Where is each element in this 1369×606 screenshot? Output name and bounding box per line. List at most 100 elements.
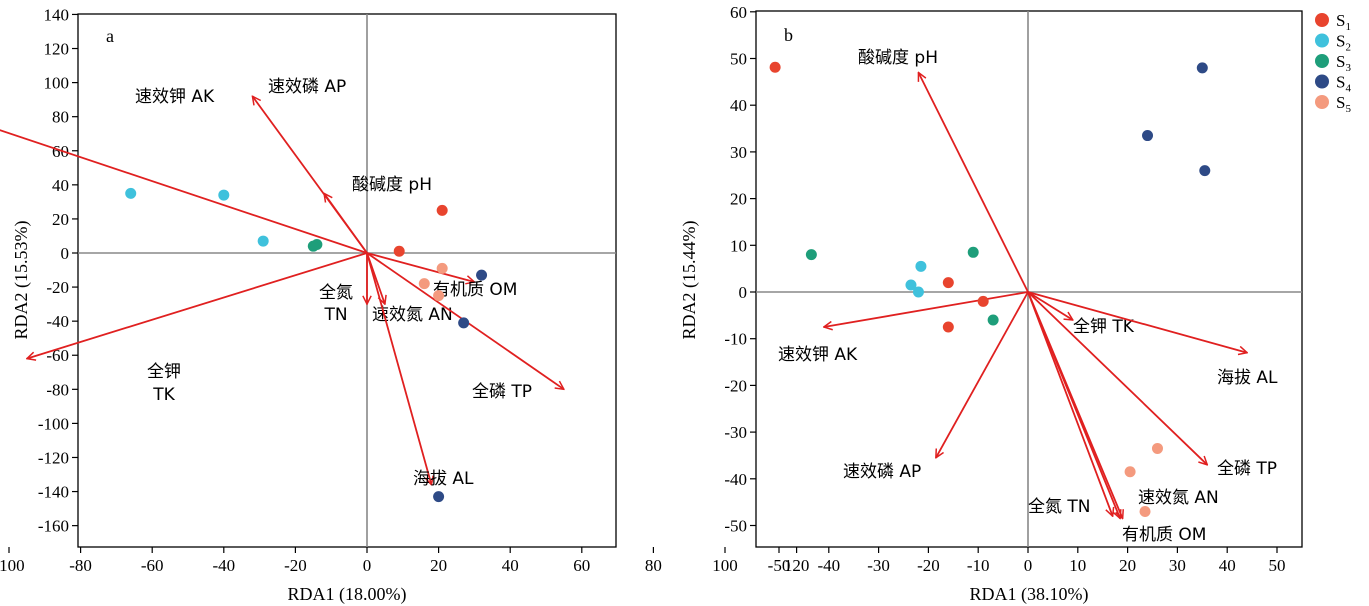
data-point-s3: [967, 246, 979, 258]
vector-label: 有机质 OM: [1122, 525, 1206, 545]
vector-arrow: [366, 252, 431, 485]
vector-arrow: [1027, 291, 1113, 516]
y-tick-label: 30: [730, 143, 747, 162]
vector-arrow: [824, 291, 1029, 327]
data-point-s4: [476, 269, 488, 281]
data-point-s3: [307, 240, 319, 252]
data-point-s5: [1151, 442, 1163, 454]
y-tick-label: -100: [38, 414, 69, 433]
data-point-s2: [125, 187, 137, 199]
panel-b: -50 -40 -30 -20 -10 0 10 20 30 40 50 -50 -40 -30 -20 -1…: [679, 3, 1303, 605]
legend-marker-s2: [1315, 33, 1329, 48]
x-tick-label: -20: [284, 556, 307, 575]
panel-a-ylabel: RDA2 (15.53%): [11, 221, 32, 340]
vector-arrow: [366, 252, 474, 282]
y-tick-label: 0: [739, 283, 748, 302]
x-tick-label: 100: [712, 556, 738, 575]
y-tick-label: 10: [730, 236, 747, 255]
x-tick-label: -50: [768, 556, 791, 575]
vector-arrow: [27, 252, 368, 359]
data-point-s4: [1199, 165, 1211, 177]
legend-marker-s5: [1315, 95, 1329, 109]
data-point-s4: [1142, 130, 1154, 142]
panel-a-frame: [77, 13, 617, 548]
data-point-s2: [912, 286, 924, 298]
y-tick-label: -40: [724, 470, 747, 489]
data-point-s2: [905, 279, 917, 291]
y-tick-label: 0: [61, 244, 70, 263]
legend-label: S1: [1336, 11, 1351, 33]
x-tick-label: 60: [573, 556, 590, 575]
x-tick-label: -30: [867, 556, 890, 575]
y-tick-label: -50: [724, 517, 747, 536]
legend-label: S3: [1336, 52, 1351, 74]
x-tick-label: 0: [363, 556, 372, 575]
y-tick-label: -160: [38, 517, 69, 536]
y-tick-label: 140: [44, 5, 70, 24]
data-point-s5: [1139, 505, 1151, 517]
vector-arrow: [1027, 291, 1247, 353]
vector-label: TN: [323, 305, 347, 325]
legend-label: S2: [1336, 32, 1351, 54]
y-tick-label: -80: [46, 380, 69, 399]
data-point-s1: [977, 295, 989, 307]
data-point-s5: [433, 290, 445, 302]
panel-b-points: [805, 62, 1211, 517]
vector-label: 速效磷 AP: [843, 462, 921, 482]
x-tick-label: -40: [212, 556, 235, 575]
y-tick-label: 40: [730, 96, 747, 115]
vector-arrow: [1027, 291, 1073, 320]
x-tick-label: 80: [645, 556, 662, 575]
data-point-s4: [458, 317, 470, 329]
y-tick-label: -20: [724, 376, 747, 395]
y-tick-label: 20: [52, 210, 69, 229]
y-tick-label: -140: [38, 483, 69, 502]
vector-label: 速效氮 AN: [372, 305, 453, 325]
data-point-s3: [987, 314, 999, 326]
panel-a-xlabel: RDA1 (18.00%): [288, 584, 407, 605]
y-tick-label: -20: [46, 278, 69, 297]
y-tick-label: 120: [44, 40, 70, 59]
panel-b-frame: [755, 10, 1303, 548]
vector-label: 海拔 AL: [413, 469, 474, 489]
data-point-s1: [769, 61, 781, 73]
panel-b-ylabel: RDA2 (15.44%): [679, 221, 700, 340]
legend-label: S4: [1336, 73, 1351, 95]
vector-arrow: [324, 193, 368, 254]
vector-arrow: [1027, 291, 1123, 518]
x-tick-label: -20: [917, 556, 940, 575]
x-tick-label: 20: [430, 556, 447, 575]
panel-a-points: [125, 61, 781, 503]
data-point-s2: [218, 189, 230, 201]
panel-a-ticks: -140-120-100-80-60-40-20020406080100120-…: [0, 5, 809, 575]
data-point-s5: [418, 278, 430, 290]
panel-b-xlabel: RDA1 (38.10%): [970, 584, 1089, 605]
x-tick-label: -10: [967, 556, 990, 575]
x-tick-label: -40: [817, 556, 840, 575]
data-point-s5: [1124, 466, 1136, 478]
x-tick-label: -100: [0, 556, 25, 575]
data-point-s1: [436, 204, 448, 216]
y-tick-label: 40: [52, 176, 69, 195]
x-tick-label: 120: [784, 556, 810, 575]
data-point-s5: [436, 262, 448, 274]
vector-label: 全氮 TN: [1028, 497, 1091, 517]
panel-a: -140-120-100-80-60-40-20020406080100120-…: [0, 5, 809, 605]
data-point-s1: [393, 245, 405, 257]
y-tick-label: 50: [730, 50, 747, 69]
vector-label: 全钾 TK: [1073, 317, 1135, 337]
vector-arrow: [1027, 291, 1207, 465]
panel-b-vectors: 酸碱度 pH 速效钾 AK 全钾 TK 海拔 AL 速效磷 AP 全磷 TP 全氮 TN 速效…: [778, 48, 1278, 545]
y-tick-label: -120: [38, 448, 69, 467]
data-point-s1: [942, 321, 954, 333]
vector-label: 全磷 TP: [1217, 459, 1277, 479]
vector-label: 速效钾 AK: [135, 87, 215, 107]
x-tick-label: 40: [1219, 556, 1236, 575]
x-tick-label: 50: [1269, 556, 1286, 575]
data-point-s2: [257, 235, 269, 247]
y-tick-label: -10: [724, 330, 747, 349]
data-point-s1: [942, 277, 954, 289]
x-tick-label: 20: [1119, 556, 1136, 575]
